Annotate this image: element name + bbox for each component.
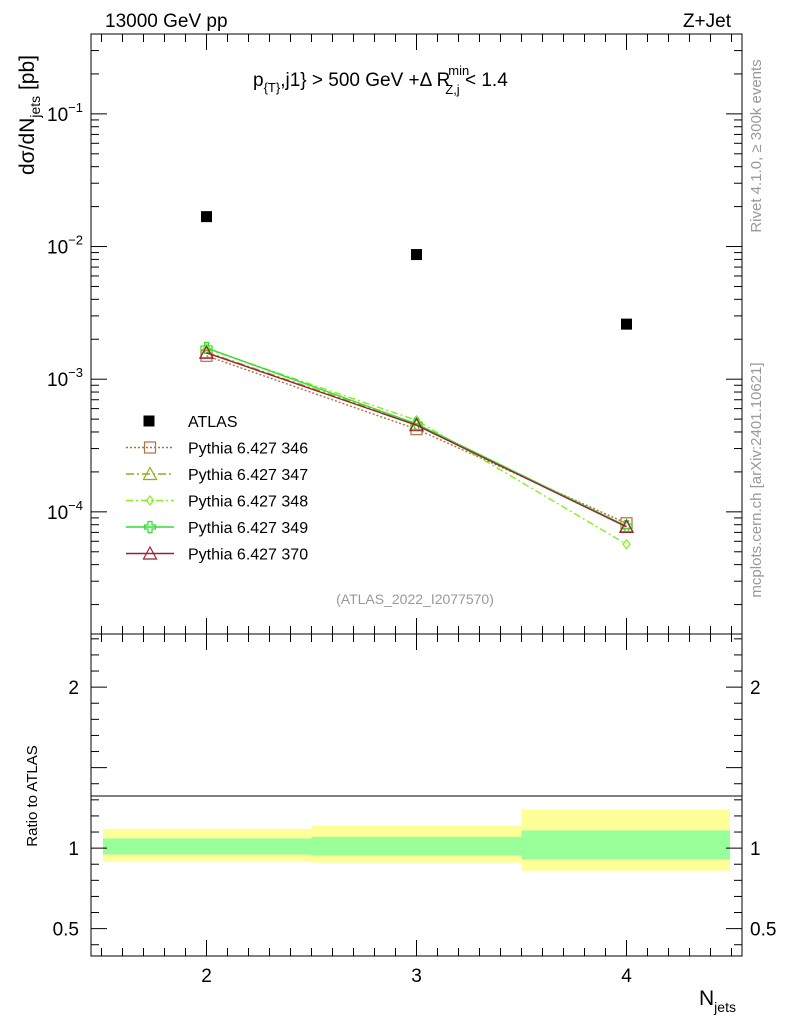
legend-marker (143, 441, 157, 454)
main-series (198, 341, 635, 550)
series-point (618, 519, 635, 534)
stat-uncertainty-band (521, 830, 730, 860)
legend-marker (142, 545, 158, 560)
ratio-tick-label-right: 2 (750, 678, 761, 699)
series-point (622, 538, 631, 550)
ratio-tick-label-right: 1 (750, 839, 761, 860)
ratio-tick-label-left: 0.5 (53, 920, 79, 941)
y-tick-label: 10−3 (47, 365, 83, 391)
mcplots-label: mcplots.cern.ch [arXiv:2401.10621] (748, 362, 765, 597)
y-tick-label: 10−4 (47, 498, 83, 524)
x-tick-label: 3 (411, 966, 422, 987)
ratio-tick-label-left: 1 (68, 839, 79, 860)
process-label: Z+Jet (683, 11, 732, 32)
stat-uncertainty-band (311, 836, 522, 856)
main-panel: 10−1 10−2 10−3 10−4 (47, 33, 743, 635)
series-line-4 (206, 352, 627, 528)
rivet-version-label: Rivet 4.1.0, ≥ 300k events (748, 59, 765, 232)
atlas-point (411, 249, 422, 261)
collision-label: 13000 GeV pp (105, 11, 228, 32)
x-tick-label: 2 (201, 966, 212, 987)
series-line-2 (206, 347, 627, 545)
ratio-panel: 2 3 4 2 2 1 1 0.5 0.5 (53, 633, 776, 987)
legend-label: Pythia 6.427 348 (188, 494, 308, 511)
legend-label: Pythia 6.427 346 (188, 441, 308, 458)
series-point (410, 417, 423, 431)
atlas-point (201, 211, 212, 223)
main-ticks: 10−1 10−2 10−3 10−4 (47, 33, 742, 634)
ratio-ticks: 2 3 4 2 2 1 1 0.5 0.5 (53, 634, 776, 987)
y-tick-label: 10−1 (47, 100, 83, 126)
legend-atlas-label: ATLAS (188, 414, 238, 431)
legend-atlas-marker (143, 415, 155, 427)
plot-title: p{T},j1} > 500 GeV +Δ Rmin Z,j < 1.4 (253, 63, 508, 97)
legend-marker (145, 495, 155, 506)
legend: ATLAS Pythia 6.427 346 Pythia 6.427 347 Pyt… (126, 414, 308, 564)
ratio-frame (90, 633, 743, 957)
series-line-3 (206, 347, 627, 527)
atlas-point (621, 318, 632, 330)
legend-label: Pythia 6.427 349 (188, 520, 308, 537)
series-point (198, 345, 215, 359)
legend-label: Pythia 6.427 347 (188, 467, 308, 484)
legend-marker (142, 466, 158, 481)
y-tick-label: 10−2 (47, 233, 83, 259)
main-frame (90, 33, 743, 635)
y-axis-label: dσ/dNjets [pb] (16, 55, 43, 175)
x-axis-label: Njets (699, 987, 736, 1015)
ratio-bands (103, 809, 730, 871)
analysis-id-label: (ATLAS_2022_I2077570) (336, 591, 494, 607)
legend-label: Pythia 6.427 370 (188, 547, 308, 564)
ratio-tick-label-left: 2 (68, 678, 79, 699)
ratio-tick-label-right: 0.5 (750, 920, 776, 941)
stat-uncertainty-band (103, 838, 312, 855)
series-point (620, 520, 633, 533)
legend-marker (143, 520, 157, 534)
atlas-data-points (201, 211, 632, 330)
ratio-axis-label: Ratio to ATLAS (24, 745, 41, 846)
x-tick-label: 4 (621, 966, 632, 987)
series-point (408, 417, 425, 432)
